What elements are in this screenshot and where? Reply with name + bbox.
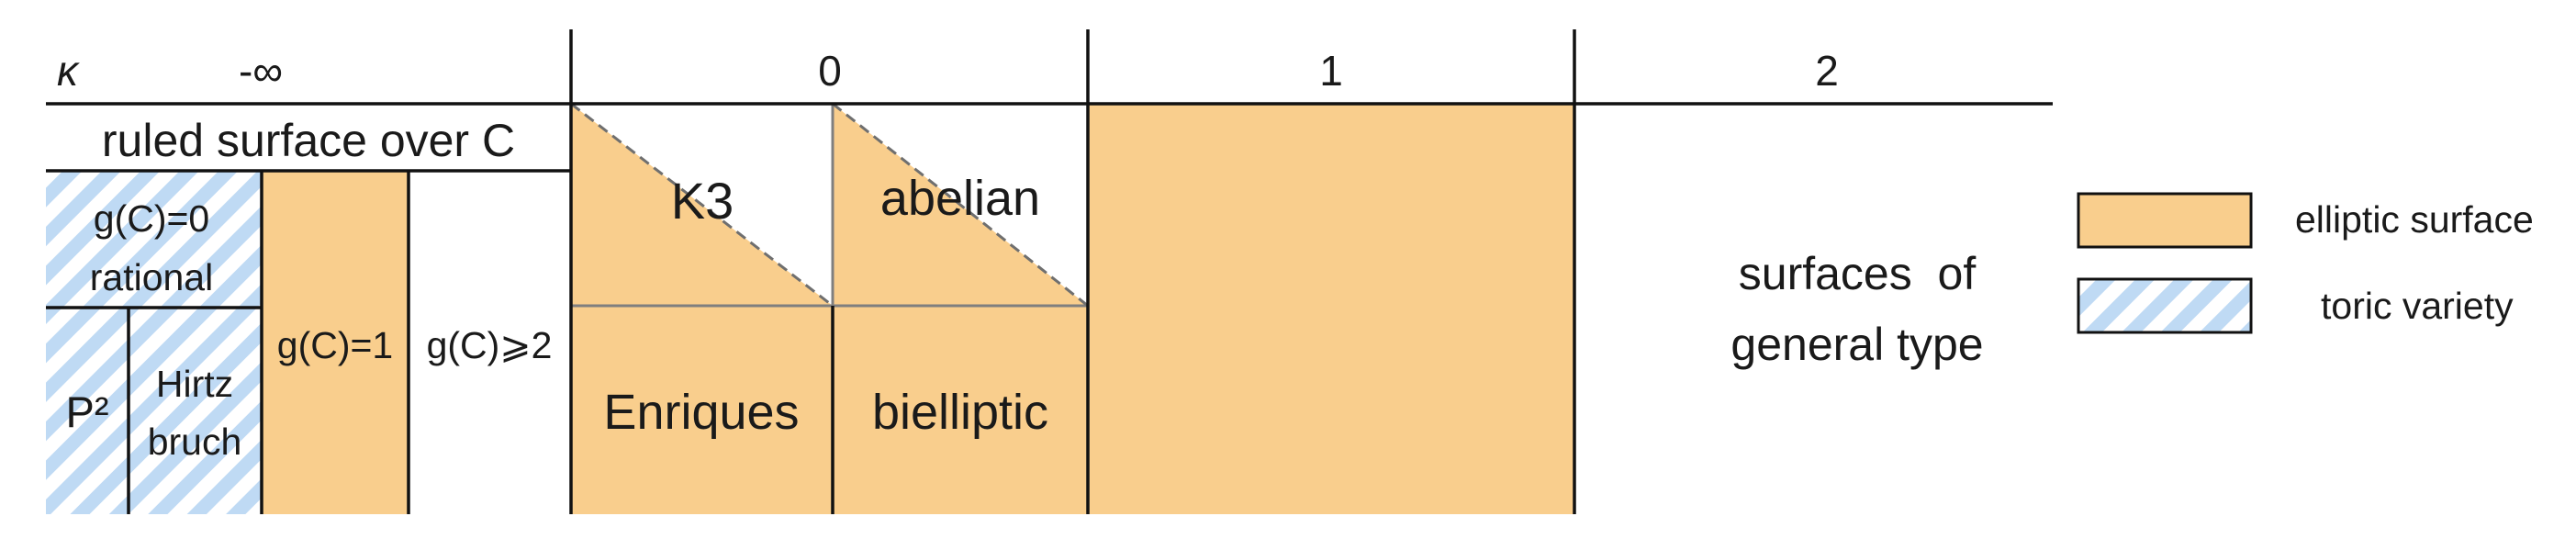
legend: elliptic surface toric variety (2077, 192, 2534, 334)
kappa-1-label: 1 (1319, 47, 1343, 95)
kappa-0-label: 0 (818, 47, 842, 95)
gc1-fill (262, 171, 409, 514)
legend-toric-swatch (2077, 277, 2253, 334)
general-type-label-line1: surfaces of (1739, 248, 1977, 299)
enriques-label: Enriques (603, 385, 799, 440)
hirtzebruch-label-line1: Hirtz (156, 363, 233, 405)
toric-region (46, 171, 262, 514)
k3-diagonal (570, 102, 834, 308)
p2-label: P² (66, 387, 109, 436)
legend-elliptic-swatch (2077, 192, 2253, 249)
enriques-fill (571, 306, 833, 514)
gc1-label: g(C)=1 (277, 324, 393, 366)
bielliptic-label: bielliptic (872, 385, 1048, 440)
rational-label-line1: g(C)=0 (94, 197, 209, 240)
k3-label: K3 (671, 172, 734, 230)
rational-label-line2: rational (90, 256, 213, 298)
general-type-label-line2: general type (1730, 319, 1983, 370)
neg-inf-label: -∞ (239, 47, 283, 95)
kappa-2-label: 2 (1815, 47, 1839, 95)
bielliptic-fill (833, 306, 1088, 514)
kappa-label: κ (57, 47, 80, 95)
hirtzebruch-label-line2: bruch (148, 421, 242, 463)
legend-elliptic-label: elliptic surface (2295, 198, 2534, 241)
abelian-diagonal (832, 102, 1089, 308)
abelian-label: abelian (880, 171, 1040, 226)
legend-toric-label: toric variety (2321, 285, 2514, 327)
ruled-surface-label: ruled surface over C (102, 115, 515, 166)
kappa1-fill (1088, 104, 1574, 514)
gc-ge2-label: g(C)⩾2 (427, 324, 553, 366)
